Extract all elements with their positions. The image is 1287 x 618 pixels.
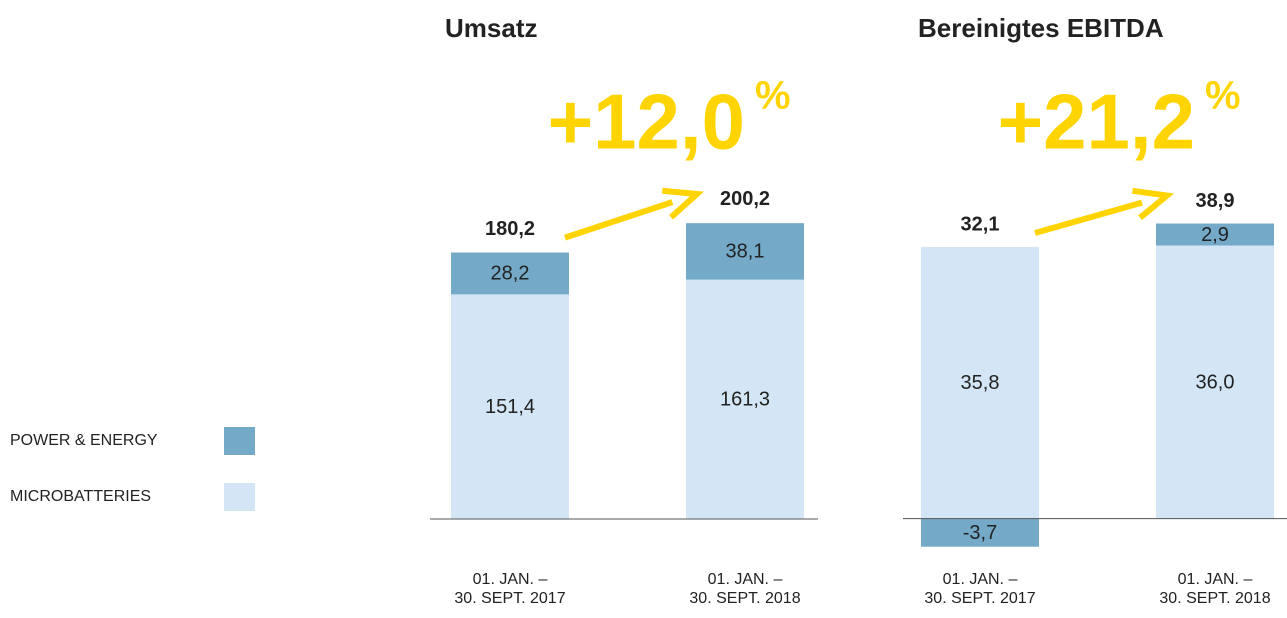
x-tick-label: 01. JAN. – 30. SEPT. 2017: [924, 571, 1036, 607]
total-label: 38,9: [1196, 190, 1235, 212]
legend-swatch: [224, 427, 255, 455]
value-label: 28,2: [491, 263, 530, 285]
bar-segment: [1156, 245, 1274, 519]
x-tick-label: 01. JAN. – 30. SEPT. 2018: [1159, 571, 1271, 607]
bar-segment: [921, 518, 1039, 547]
chart-title: Umsatz: [445, 13, 537, 43]
chart-title: Bereinigtes EBITDA: [918, 13, 1164, 43]
arrow-head: [1131, 187, 1175, 221]
change-unit: %: [755, 74, 791, 118]
bar-segment: [686, 279, 804, 519]
legend-label: MICROBATTERIES: [10, 488, 151, 505]
arrow-head: [661, 187, 705, 220]
value-label: 38,1: [726, 241, 765, 263]
value-label: 36,0: [1196, 371, 1235, 393]
legend-swatch: [224, 483, 255, 511]
value-label: 151,4: [485, 396, 535, 418]
arrow-shaft: [564, 199, 674, 241]
arrow-shaft: [1034, 199, 1143, 236]
value-label: -3,7: [963, 522, 997, 544]
legend-label: POWER & ENERGY: [10, 432, 158, 449]
change-value: +21,2: [998, 78, 1195, 166]
x-tick-label: 01. JAN. – 30. SEPT. 2017: [454, 571, 566, 607]
value-label: 35,8: [961, 372, 1000, 394]
total-label: 180,2: [485, 218, 535, 240]
bar-segment: [451, 294, 569, 519]
change-value: +12,0: [548, 78, 745, 166]
bar-segment: [451, 252, 569, 295]
total-label: 32,1: [961, 213, 1000, 235]
value-label: 161,3: [720, 389, 770, 411]
total-label: 200,2: [720, 188, 770, 210]
bar-segment: [1156, 223, 1274, 246]
value-label: 2,9: [1201, 224, 1229, 246]
bar-segment: [921, 247, 1039, 519]
bar-segment: [686, 223, 804, 280]
x-tick-label: 01. JAN. – 30. SEPT. 2018: [689, 571, 801, 607]
change-unit: %: [1205, 74, 1241, 118]
